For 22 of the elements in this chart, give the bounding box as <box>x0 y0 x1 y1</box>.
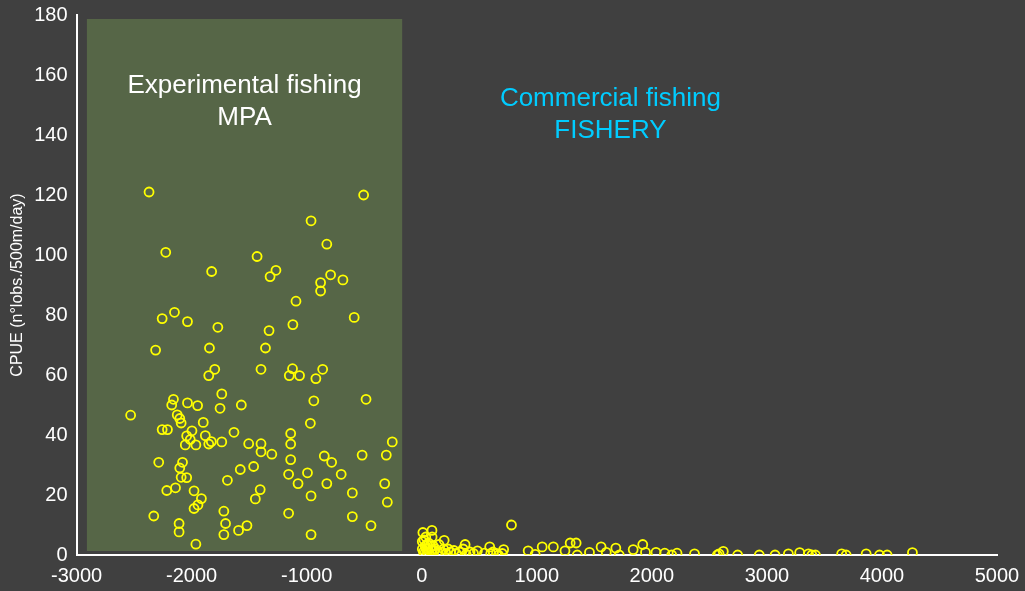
x-tick-label: 1000 <box>514 563 560 586</box>
y-tick-label: 140 <box>34 122 68 145</box>
y-tick-label: 20 <box>45 482 68 505</box>
y-tick-label: 180 <box>34 2 68 25</box>
y-tick-label: 120 <box>34 182 68 205</box>
y-tick-label: 40 <box>45 422 68 445</box>
y-tick-label: 160 <box>34 62 68 85</box>
x-tick-label: -3000 <box>50 563 103 586</box>
x-tick-label: -2000 <box>166 563 218 586</box>
y-tick-label: 100 <box>34 242 68 265</box>
y-axis-title: CPUE (n°lobs./500m/day) <box>8 193 26 377</box>
x-tick-label: 5000 <box>974 563 1020 586</box>
x-tick-label: 4000 <box>859 563 905 586</box>
y-tick-label: 0 <box>56 542 68 565</box>
x-tick-label: 0 <box>416 563 428 586</box>
x-tick-label: -1000 <box>281 563 333 586</box>
x-tick-label: 3000 <box>744 563 790 586</box>
annotation: Commercial fishing FISHERY <box>499 82 721 145</box>
y-tick-label: 80 <box>45 302 68 325</box>
y-tick-label: 60 <box>45 362 68 385</box>
x-tick-label: 2000 <box>629 563 675 586</box>
band-label: Experimental fishing MPA <box>127 69 362 132</box>
